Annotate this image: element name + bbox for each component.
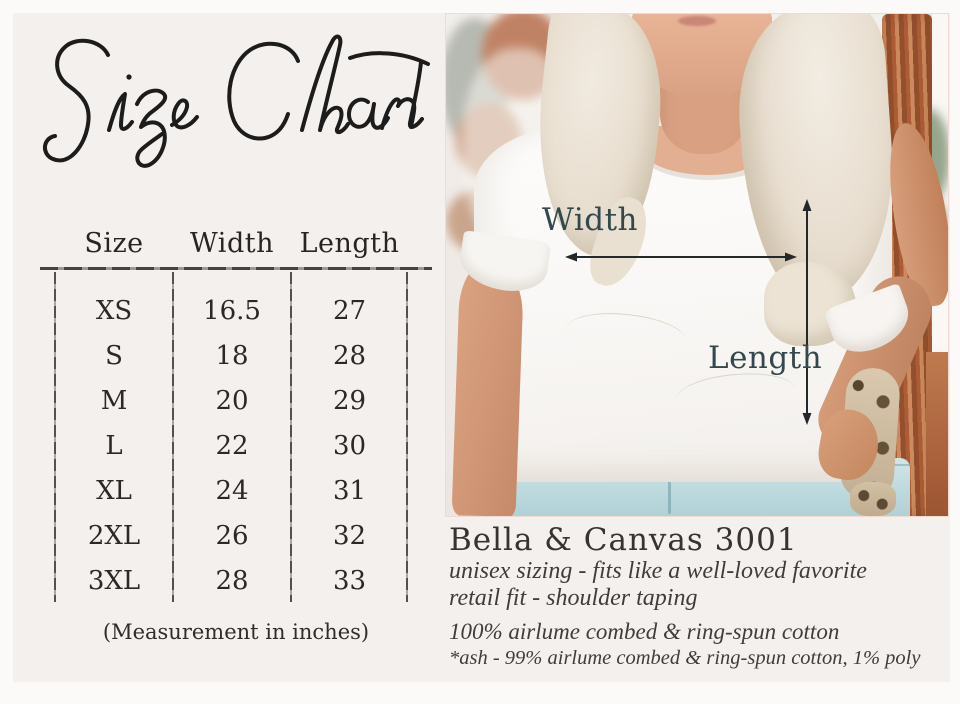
script-title-drawing bbox=[43, 34, 430, 168]
measurement-note: (Measurement in inches) bbox=[102, 620, 370, 644]
table-row: XL 24 31 bbox=[55, 468, 408, 513]
arrowhead-left bbox=[565, 252, 577, 262]
cell-length: 33 bbox=[332, 565, 367, 596]
cell-width: 24 bbox=[215, 475, 249, 506]
product-material-line: *ash - 99% airlume combed & ring-spun co… bbox=[449, 647, 921, 669]
header-width: Width bbox=[190, 228, 274, 259]
table-row: S 18 28 bbox=[55, 333, 408, 378]
cell-size: M bbox=[100, 385, 128, 416]
cell-size: 2XL bbox=[87, 520, 141, 551]
product-detail-line: retail fit - shoulder taping bbox=[449, 585, 698, 611]
table-row: XS 16.5 27 bbox=[55, 288, 408, 333]
cell-length: 27 bbox=[332, 295, 367, 326]
product-materials: 100% airlume combed & ring-spun cotton *… bbox=[449, 619, 949, 671]
cell-length: 29 bbox=[332, 385, 367, 416]
header-size: Size bbox=[84, 228, 144, 259]
cell-width: 16.5 bbox=[203, 295, 261, 326]
cell-size: 3XL bbox=[87, 565, 141, 596]
cell-width: 20 bbox=[215, 385, 249, 416]
measurement-arrows bbox=[565, 199, 812, 425]
size-table-header: Size Width Length bbox=[55, 228, 408, 259]
product-detail-line: unisex sizing - fits like a well-loved f… bbox=[449, 558, 867, 584]
page-title: Size Chart bbox=[25, 28, 430, 198]
arrowhead-down bbox=[802, 413, 812, 425]
header-length: Length bbox=[299, 228, 400, 259]
cell-length: 32 bbox=[332, 520, 367, 551]
cell-size: S bbox=[105, 340, 123, 371]
table-row: 2XL 26 32 bbox=[55, 513, 408, 558]
cell-width: 28 bbox=[215, 565, 249, 596]
table-row: M 20 29 bbox=[55, 378, 408, 423]
cell-size: XL bbox=[96, 475, 132, 506]
cell-length: 30 bbox=[332, 430, 367, 461]
model-lips bbox=[678, 16, 716, 26]
product-name: Bella & Canvas 3001 bbox=[449, 522, 798, 558]
arrowhead-up bbox=[802, 199, 812, 211]
cell-length: 31 bbox=[332, 475, 367, 506]
jeans-fly-seam bbox=[668, 470, 671, 514]
leopard-print-decor bbox=[850, 482, 896, 516]
table-header-rule bbox=[40, 267, 432, 270]
length-annotation-label: Length bbox=[708, 340, 823, 376]
table-row: 3XL 28 33 bbox=[55, 558, 408, 603]
photo-copper-drape-lower bbox=[926, 352, 948, 516]
tshirt-collar bbox=[638, 118, 778, 180]
cell-size: L bbox=[105, 430, 123, 461]
cell-width: 22 bbox=[215, 430, 249, 461]
product-material-line: 100% airlume combed & ring-spun cotton bbox=[449, 619, 840, 644]
model-photo: Width Length bbox=[445, 13, 949, 517]
width-annotation-label: Width bbox=[542, 202, 638, 238]
arrowhead-right bbox=[785, 252, 797, 262]
cell-width: 18 bbox=[215, 340, 249, 371]
size-table-body: XS 16.5 27 S 18 28 M 20 29 L 22 30 XL 24… bbox=[55, 272, 408, 603]
cell-size: XS bbox=[95, 295, 133, 326]
product-info: Bella & Canvas 3001 unisex sizing - fits… bbox=[449, 522, 949, 671]
cell-width: 26 bbox=[215, 520, 249, 551]
table-row: L 22 30 bbox=[55, 423, 408, 468]
cell-length: 28 bbox=[332, 340, 367, 371]
